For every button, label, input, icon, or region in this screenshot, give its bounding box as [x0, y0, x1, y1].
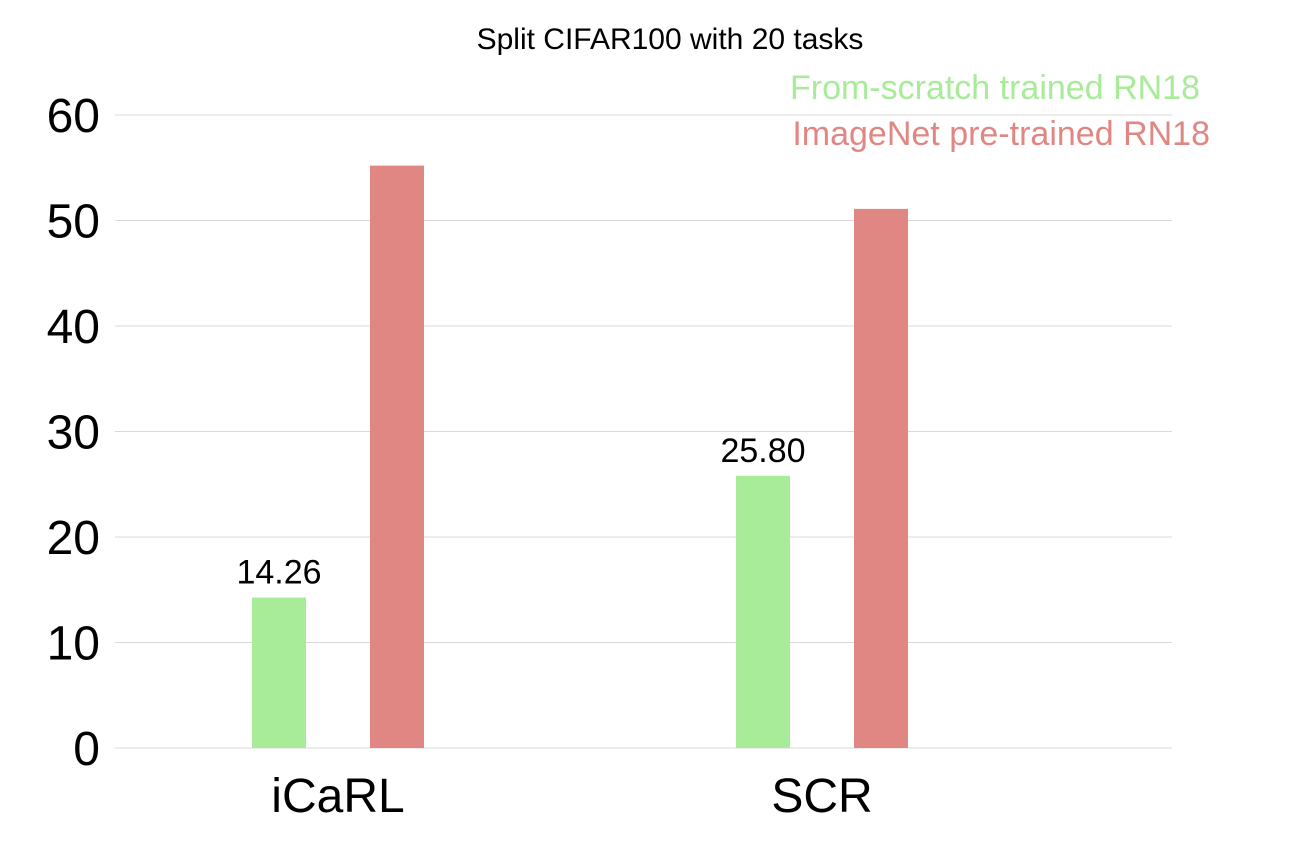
data-label: 14.26 [236, 554, 321, 592]
x-axis-ticks: iCaRL SCR [271, 770, 872, 823]
y-axis-ticks: 0 10 20 30 40 50 60 [47, 90, 100, 776]
legend: From-scratch trained RN18 ImageNet pre-t… [790, 69, 1210, 153]
data-labels: 14.26 25.80 [236, 432, 805, 592]
y-tick-label: 0 [73, 723, 100, 776]
legend-item-from-scratch: From-scratch trained RN18 [790, 69, 1200, 107]
y-tick-label: 60 [47, 90, 100, 143]
y-tick-label: 50 [47, 196, 100, 249]
x-tick-label: iCaRL [271, 770, 404, 823]
data-label: 25.80 [720, 432, 805, 470]
bar-scr-series-0 [736, 475, 790, 748]
y-tick-label: 30 [47, 407, 100, 460]
bars [252, 165, 908, 748]
y-tick-label: 20 [47, 512, 100, 565]
bar-icarl-series-1 [370, 165, 424, 748]
bar-icarl-series-0 [252, 597, 306, 748]
chart-title: Split CIFAR100 with 20 tasks [477, 23, 864, 56]
y-tick-label: 10 [47, 618, 100, 671]
x-tick-label: SCR [771, 770, 872, 823]
y-tick-label: 40 [47, 301, 100, 354]
legend-item-imagenet: ImageNet pre-trained RN18 [792, 115, 1210, 153]
bar-scr-series-1 [854, 208, 908, 748]
